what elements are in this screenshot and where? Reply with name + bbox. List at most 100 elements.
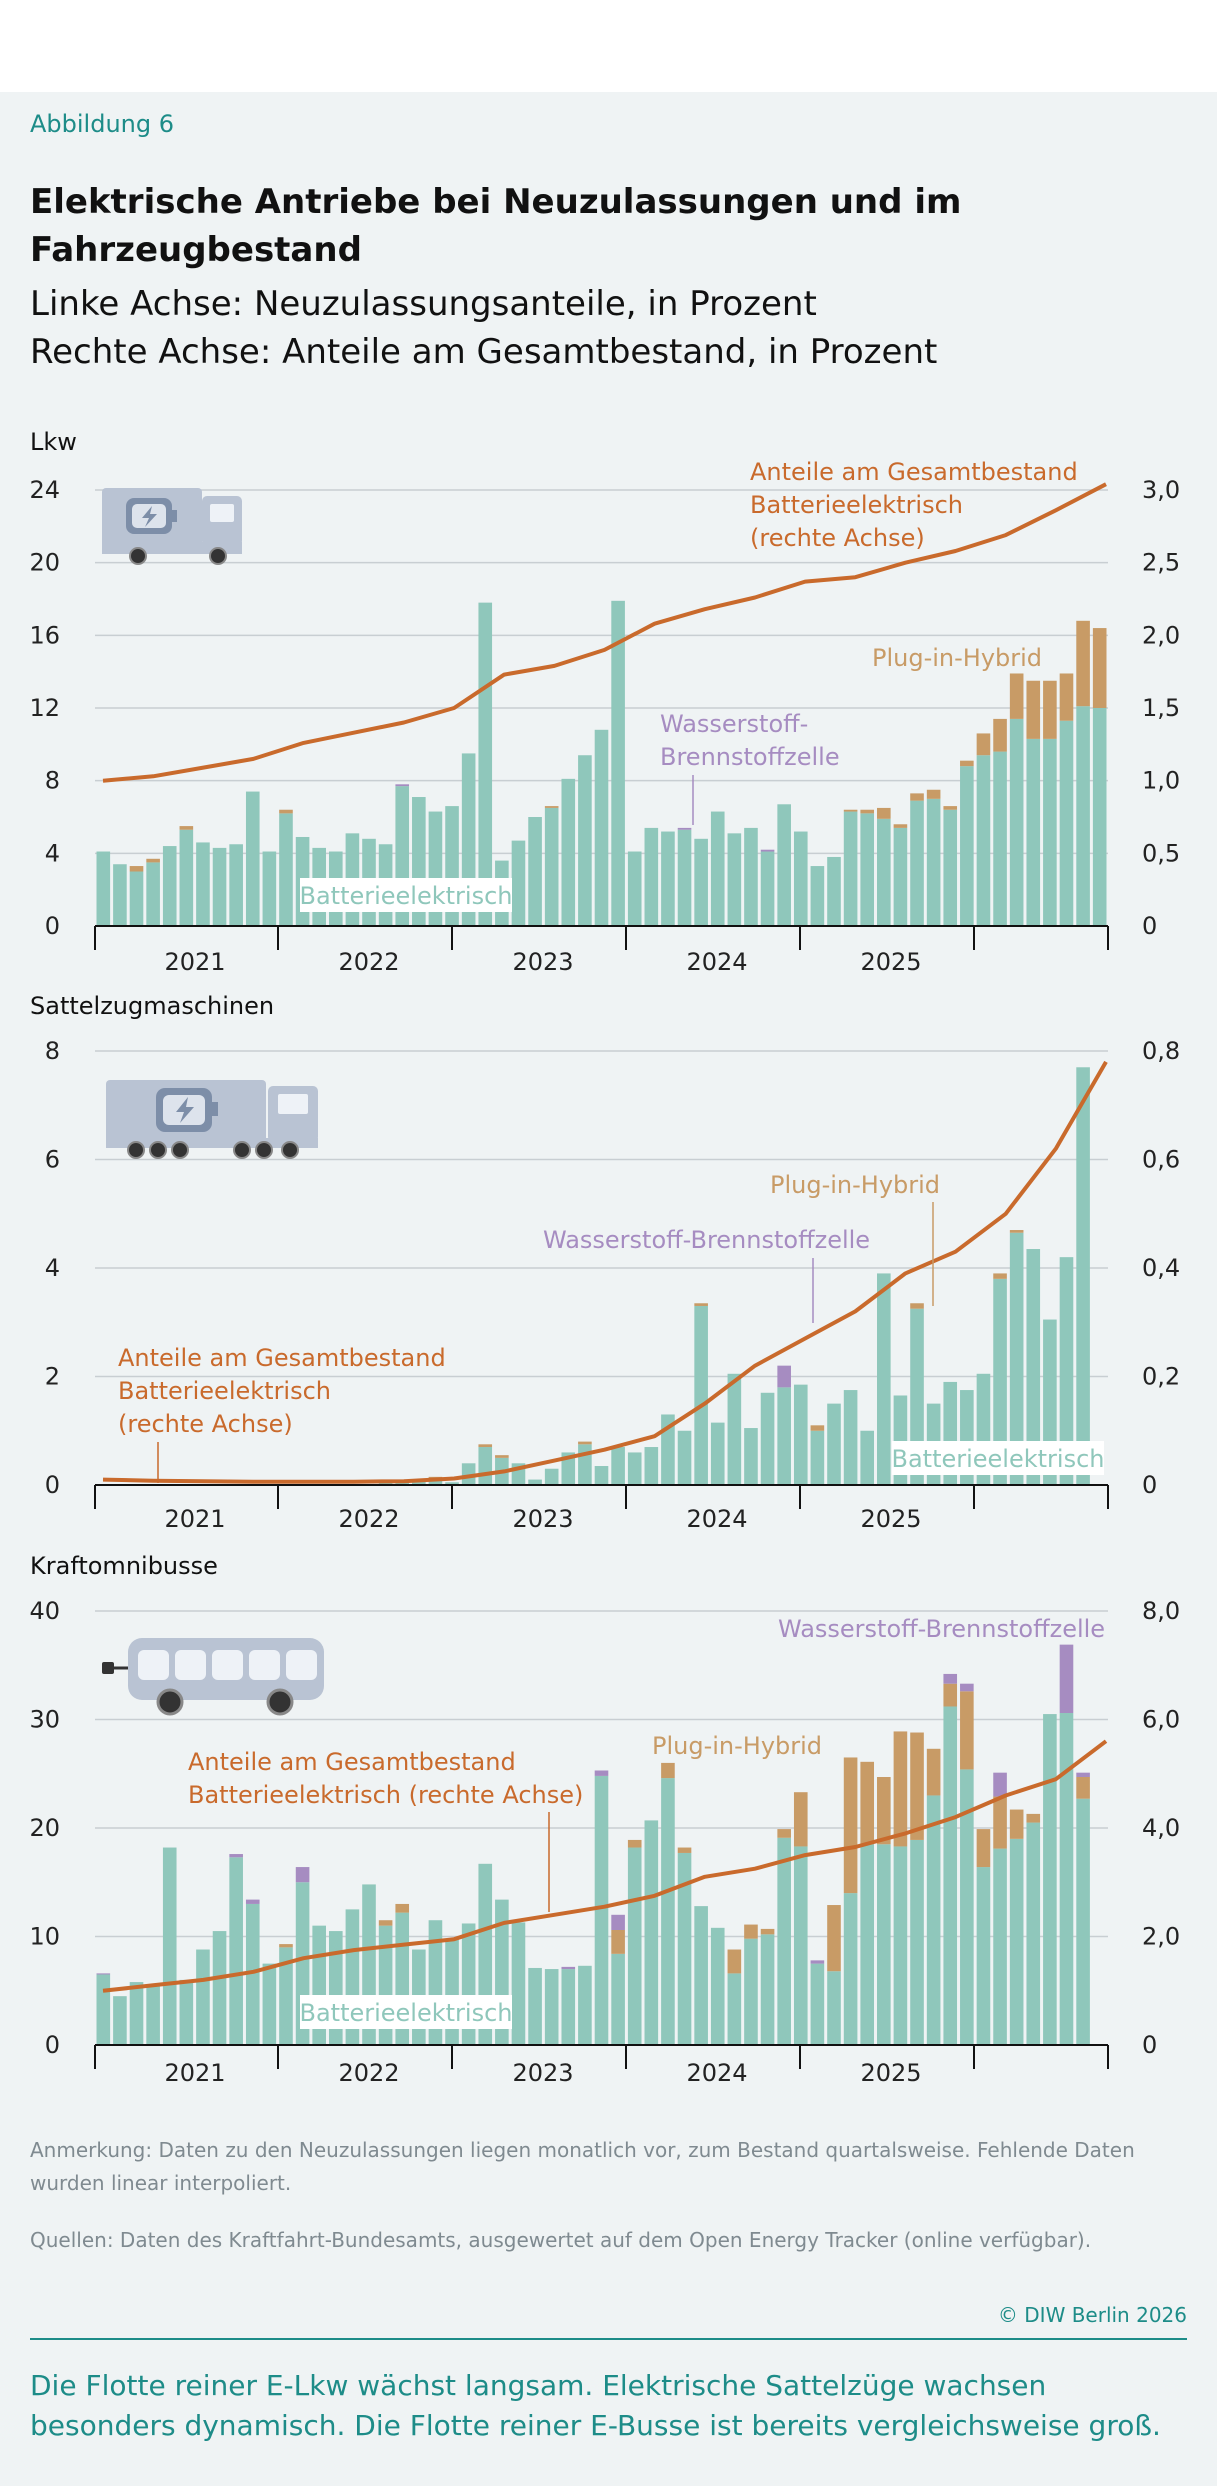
bar-plug-in-hybrid (893, 824, 908, 828)
bar-plug-in-hybrid (860, 1761, 875, 1845)
bar-batterieelektrisch (694, 1906, 708, 2045)
wheel (281, 1141, 299, 1159)
bar-batterieelektrisch (910, 800, 924, 926)
bar-batterieelektrisch (611, 600, 625, 926)
bar-batterieelektrisch (694, 838, 708, 926)
lightning-icon (142, 506, 157, 527)
bar-batterieelektrisch (960, 1769, 974, 2045)
bar-plug-in-hybrid (1026, 1813, 1041, 1823)
bar-brennstoffzelle (993, 1772, 1007, 1797)
fcev-label: Wasserstoff-Brennstoffzelle (543, 1226, 870, 1254)
right-tick-label: 0 (1142, 1471, 1157, 1499)
battery-terminal (212, 1102, 218, 1116)
bar-batterieelektrisch (129, 871, 144, 926)
bar-brennstoffzelle (611, 1914, 625, 1930)
bar-batterieelektrisch (262, 851, 277, 926)
bus-window (138, 1650, 169, 1680)
bar-batterieelektrisch (926, 1795, 941, 2045)
x-tick-label: 2025 (860, 948, 921, 976)
bar-plug-in-hybrid (478, 1444, 493, 1448)
bar-batterieelektrisch (810, 1430, 825, 1485)
x-tick-label: 2021 (164, 948, 225, 976)
bar-plug-in-hybrid (1076, 1777, 1090, 1799)
bar-plug-in-hybrid (893, 1731, 908, 1847)
bar-plug-in-hybrid (129, 866, 144, 872)
bar-batterieelektrisch (428, 1479, 443, 1485)
line-label: Anteile am Gesamtbestand (188, 1748, 516, 1776)
bar-batterieelektrisch (943, 1706, 958, 2045)
bar-batterieelektrisch (744, 1428, 758, 1485)
bar-plug-in-hybrid (544, 806, 559, 808)
bar-batterieelektrisch (113, 1996, 127, 2045)
bar-batterieelektrisch (129, 1982, 144, 2045)
section-title-sattelzug: Sattelzugmaschinen (30, 992, 275, 1020)
bar-batterieelektrisch (760, 1392, 775, 1485)
bar-plug-in-hybrid (378, 1920, 393, 1926)
bar-batterieelektrisch (229, 844, 243, 926)
bar-batterieelektrisch (1043, 1714, 1057, 2045)
bar-batterieelektrisch (594, 729, 609, 926)
bar-batterieelektrisch (877, 1844, 891, 2045)
bar-batterieelektrisch (528, 1967, 542, 2045)
bar-batterieelektrisch (445, 1482, 459, 1485)
left-tick-label: 0 (45, 1471, 60, 1499)
x-tick-label: 2021 (164, 1505, 225, 1533)
wheel (149, 1141, 167, 1159)
bar-batterieelektrisch (245, 1903, 260, 2045)
bar-batterieelektrisch (212, 847, 227, 926)
bar-batterieelektrisch (511, 1922, 526, 2045)
bar-plug-in-hybrid (976, 733, 991, 756)
right-tick-label: 0,5 (1142, 839, 1180, 867)
chart-sattelzugmaschinen: 0 2 4 6 8 0 0,2 0,4 0,6 0,8 2021 2022 2023 2024 2025 An… (45, 1037, 1180, 1533)
lightning-icon (176, 1097, 194, 1123)
bar-batterieelektrisch (877, 818, 891, 926)
wheel (127, 1141, 145, 1159)
bar-batterieelektrisch (528, 817, 542, 926)
left-tick-label: 2 (45, 1363, 60, 1391)
right-tick-label: 1,5 (1142, 694, 1180, 722)
bar-brennstoffzelle (245, 1899, 260, 1904)
figure-title: Elektrische Antriebe bei Neuzulassungen … (30, 182, 962, 270)
divider (30, 2338, 1187, 2340)
bar-batterieelektrisch (627, 1847, 642, 2045)
bar-batterieelektrisch (179, 1979, 194, 2045)
left-tick-label: 0 (45, 912, 60, 940)
bar-batterieelektrisch (727, 833, 742, 926)
bar-brennstoffzelle (943, 1673, 958, 1684)
bar-batterieelektrisch (744, 1938, 758, 2045)
bar-brennstoffzelle (561, 1966, 576, 1970)
left-tick-label: 16 (29, 621, 60, 649)
bar-plug-in-hybrid (877, 807, 891, 819)
bar-plug-in-hybrid (777, 1829, 791, 1838)
bar-plug-in-hybrid (910, 1303, 924, 1309)
bar-batterieelektrisch (677, 1430, 692, 1485)
bar-brennstoffzelle (777, 1365, 791, 1388)
fcev-label: Wasserstoff-Brennstoffzelle (778, 1615, 1105, 1643)
right-tick-label: 2,5 (1142, 549, 1180, 577)
bar-batterieelektrisch (1026, 1822, 1041, 2045)
bar-batterieelektrisch (976, 755, 991, 926)
left-tick-label: 4 (45, 1254, 60, 1282)
bus-window (249, 1650, 280, 1680)
right-tick-label: 0 (1142, 912, 1157, 940)
bus-icon (102, 1638, 324, 1716)
bar-plug-in-hybrid (727, 1949, 742, 1974)
bar-batterieelektrisch (561, 778, 576, 926)
bar-batterieelektrisch (611, 1447, 625, 1485)
bar-plug-in-hybrid (279, 1944, 293, 1948)
line-label: (rechte Achse) (118, 1410, 293, 1438)
bar-batterieelektrisch (910, 1839, 924, 2045)
subtitle-right-axis: Rechte Achse: Anteile am Gesamtbestand, … (30, 332, 938, 372)
bar-batterieelektrisch (478, 1447, 493, 1485)
wheel (209, 547, 227, 565)
bar-plug-in-hybrid (1026, 680, 1041, 739)
bar-plug-in-hybrid (993, 718, 1007, 752)
bar-plug-in-hybrid (976, 1829, 991, 1868)
sources-text: Quellen: Daten des Kraftfahrt-Bundesamts… (30, 2228, 1092, 2252)
wheel (266, 1688, 294, 1716)
bar-batterieelektrisch (1026, 738, 1041, 926)
bar-batterieelektrisch (661, 1778, 675, 2045)
bar-batterieelektrisch (578, 1444, 592, 1485)
x-tick-label: 2023 (512, 948, 573, 976)
